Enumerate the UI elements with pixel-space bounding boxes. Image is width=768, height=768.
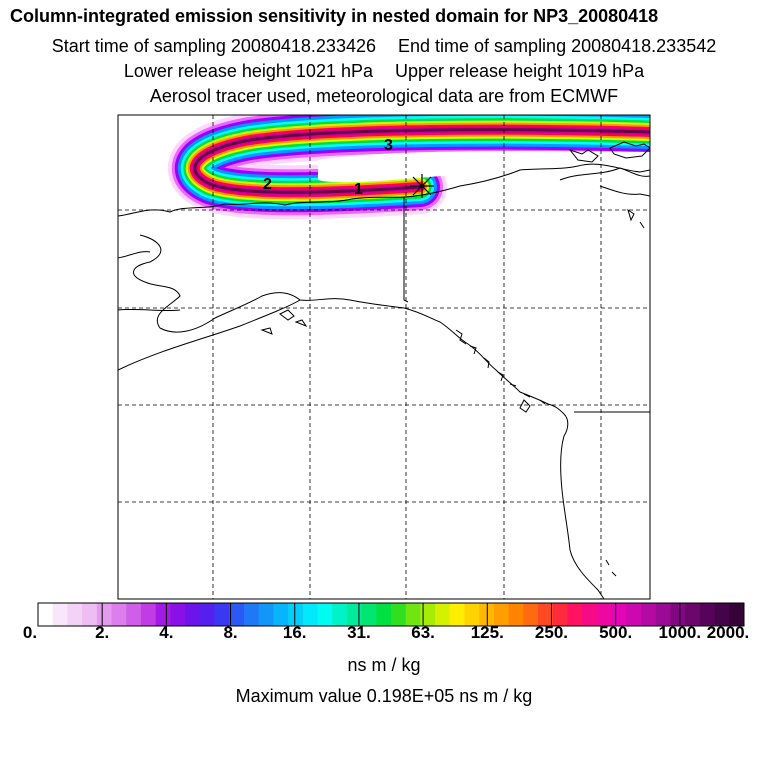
- graticule: [118, 115, 650, 599]
- colorbar-segment: [332, 603, 348, 626]
- colorbar-segment: [391, 603, 407, 626]
- colorbar-segment: [655, 603, 671, 626]
- colorbar-tick-label: 2000.: [706, 623, 750, 642]
- colorbar-segment: [258, 603, 274, 626]
- colorbar-segment: [38, 603, 54, 626]
- colorbar-segment: [155, 603, 171, 626]
- plume-label-1: 1: [354, 181, 363, 198]
- colorbar-segment: [52, 603, 68, 626]
- colorbar-segment: [493, 603, 510, 626]
- colorbar-tick-label: 250.: [534, 623, 568, 642]
- colorbar-segment: [538, 603, 554, 626]
- colorbar-segment: [302, 603, 318, 626]
- colorbar-segment: [361, 603, 377, 626]
- colorbar-segment: [185, 603, 201, 626]
- colorbar-tick-label: 31.: [347, 623, 371, 642]
- colorbar-tick-label: 2.: [95, 623, 110, 642]
- colorbar-tick-label: 1000.: [658, 623, 702, 642]
- release-heights-line: Lower release height 1021 hPa Upper relea…: [0, 61, 768, 82]
- colorbar-segment: [243, 603, 260, 626]
- colorbar-segment: [111, 603, 127, 626]
- plume: [168, 115, 650, 220]
- colorbar-tick-label: 4.: [159, 623, 174, 642]
- coastlines: [118, 141, 650, 599]
- colorbar-segment: [214, 603, 230, 626]
- colorbar-segment: [199, 603, 215, 626]
- colorbar-segment: [699, 603, 716, 626]
- colorbar-segment: [729, 603, 745, 626]
- colorbar-segment: [346, 603, 363, 626]
- map-frame: [117, 114, 651, 600]
- colorbar-tick-label: 500.: [599, 623, 633, 642]
- start-time: Start time of sampling 20080418.233426: [51, 36, 376, 56]
- colorbar-tick-label: 63.: [411, 623, 435, 642]
- colorbar-segment: [685, 603, 701, 626]
- colorbar-tick-label: 8.: [223, 623, 238, 642]
- plot-title: Column-integrated emission sensitivity i…: [10, 6, 659, 26]
- colorbar-segment: [126, 603, 142, 626]
- plume-label-3: 3: [384, 137, 393, 154]
- plume-label-2: 2: [263, 176, 272, 193]
- colorbar-segment: [82, 603, 98, 626]
- colorbar-segment: [67, 603, 83, 626]
- colorbar-segment: [170, 603, 186, 626]
- colorbar-segment: [273, 603, 289, 626]
- colorbar-segment: [229, 603, 245, 626]
- colorbar-segment: [641, 603, 657, 626]
- colorbar-tick-label: 0.: [22, 623, 38, 642]
- end-time: End time of sampling 20080418.233542: [398, 36, 717, 56]
- colorbar-segment: [405, 603, 421, 626]
- colorbar-ticks: [101, 603, 681, 626]
- colorbar-segment: [449, 603, 466, 626]
- tracer-info: Aerosol tracer used, meteorological data…: [149, 86, 619, 106]
- colorbar-frame: [37, 602, 745, 627]
- lower-release-height: Lower release height 1021 hPa: [123, 61, 373, 81]
- colorbar-tick-label: 125.: [470, 623, 504, 642]
- colorbar-segment: [96, 603, 113, 626]
- colorbar-segment: [523, 603, 539, 626]
- colorbar-units: ns m / kg: [347, 655, 421, 675]
- colorbar-segment: [376, 603, 392, 626]
- colorbar-segment: [670, 603, 686, 626]
- colorbar-segment: [420, 603, 436, 626]
- colorbar-segment: [567, 603, 583, 626]
- sampling-times-line: Start time of sampling 20080418.233426 En…: [0, 36, 768, 57]
- colorbar-segment: [317, 603, 333, 626]
- colorbar-segment: [140, 603, 157, 626]
- colorbar-segment: [626, 603, 642, 626]
- colorbar-segment: [288, 603, 304, 626]
- colorbar-segment: [435, 603, 451, 626]
- colorbar-tick-label: 16.: [282, 623, 307, 642]
- colorbar-segment: [582, 603, 598, 626]
- colorbar-segment: [464, 603, 480, 626]
- colorbar-segments: [38, 603, 745, 626]
- colorbar-segment: [508, 603, 524, 626]
- maximum-value: Maximum value 0.198E+05 ns m / kg: [235, 686, 533, 706]
- upper-release-height: Upper release height 1019 hPa: [395, 61, 645, 81]
- colorbar-segment: [552, 603, 568, 626]
- release-star-icon: [410, 174, 434, 198]
- colorbar-segment: [714, 603, 730, 626]
- colorbar-segment: [596, 603, 613, 626]
